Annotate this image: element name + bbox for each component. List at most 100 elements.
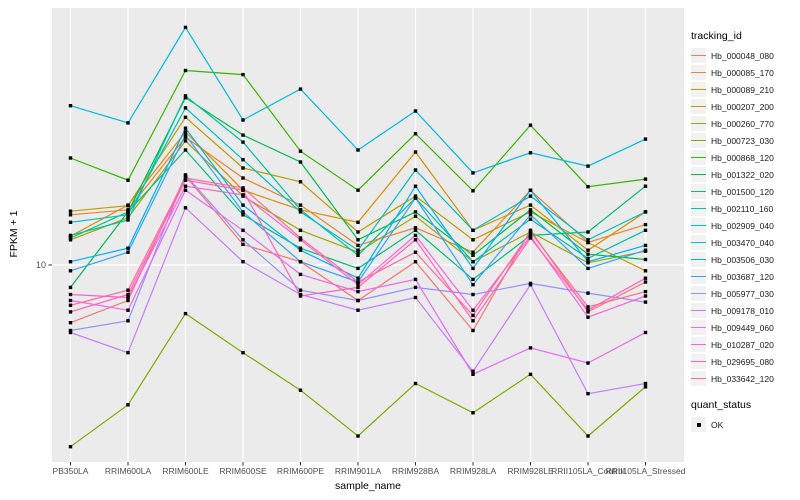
data-point-marker bbox=[356, 434, 360, 438]
data-point-marker bbox=[413, 238, 418, 242]
data-point-marker bbox=[413, 381, 418, 386]
data-point-marker bbox=[528, 151, 533, 155]
legend-item-label: Hb_001500_120 bbox=[711, 186, 774, 197]
legend-key-line-icon bbox=[691, 133, 706, 148]
data-point-marker bbox=[586, 164, 590, 168]
data-point-marker bbox=[643, 210, 648, 214]
data-point-marker bbox=[528, 208, 533, 212]
legend-item: Hb_003506_030 bbox=[691, 251, 799, 268]
data-point-marker bbox=[298, 160, 303, 164]
data-point-marker bbox=[471, 266, 475, 271]
data-point-marker bbox=[643, 381, 648, 386]
legend-item: Hb_010287_020 bbox=[691, 336, 799, 353]
data-point-marker bbox=[126, 246, 130, 250]
data-point-marker bbox=[586, 308, 590, 312]
data-point-marker bbox=[68, 445, 73, 449]
data-point-marker bbox=[183, 133, 188, 137]
data-point-marker bbox=[298, 248, 303, 252]
data-point-marker bbox=[126, 218, 130, 222]
data-point-marker bbox=[183, 148, 188, 152]
data-point-marker bbox=[528, 230, 533, 234]
legend-key-line-icon bbox=[691, 371, 706, 386]
data-point-marker bbox=[183, 96, 188, 100]
legend-key-line-icon bbox=[691, 116, 706, 131]
data-point-marker bbox=[126, 204, 130, 208]
legend-item-label: Hb_001322_020 bbox=[711, 169, 774, 180]
data-point-marker bbox=[241, 176, 245, 180]
legend-item: Hb_029695_080 bbox=[691, 353, 799, 370]
data-point-marker bbox=[241, 166, 245, 170]
data-point-marker bbox=[643, 300, 648, 304]
x-tick-label-RRIM901LA: RRIM901LA bbox=[334, 466, 382, 476]
data-point-marker bbox=[126, 319, 130, 323]
data-point-marker bbox=[241, 193, 245, 197]
data-point-marker bbox=[528, 210, 533, 214]
data-point-marker bbox=[356, 220, 360, 224]
data-point-marker bbox=[126, 308, 130, 312]
data-point-marker bbox=[68, 321, 73, 325]
x-tick-label-PB350LA: PB350LA bbox=[52, 466, 89, 476]
data-point-marker bbox=[643, 294, 648, 298]
data-point-marker bbox=[413, 228, 418, 232]
data-point-marker bbox=[183, 184, 188, 188]
data-point-marker bbox=[356, 276, 360, 280]
x-tick-label-RRII105LA_Stressed: RRII105LA_Stressed bbox=[605, 466, 686, 476]
data-point-marker bbox=[471, 238, 475, 242]
legend-item: Hb_002909_040 bbox=[691, 217, 799, 234]
data-point-marker bbox=[586, 256, 590, 261]
data-point-marker bbox=[126, 288, 130, 292]
quant-item-label: OK bbox=[711, 419, 724, 430]
legend: tracking_id Hb_000048_080 Hb_000085_170 Hb… bbox=[691, 30, 799, 433]
legend-item-label: Hb_000868_120 bbox=[711, 152, 774, 163]
data-point-marker bbox=[586, 260, 590, 264]
data-point-marker bbox=[413, 260, 418, 264]
y-axis-title: FPKM + 1 bbox=[8, 210, 20, 258]
data-point-marker bbox=[68, 238, 73, 242]
data-point-marker bbox=[643, 137, 648, 141]
data-point-marker bbox=[528, 234, 533, 238]
data-point-marker bbox=[586, 230, 590, 234]
legend-item-label: Hb_002110_160 bbox=[711, 203, 774, 214]
data-point-marker bbox=[413, 109, 418, 113]
legend-item-label: Hb_009178_010 bbox=[711, 305, 774, 316]
quant-key-square-icon bbox=[691, 417, 706, 432]
data-point-marker bbox=[126, 208, 130, 212]
legend-title: tracking_id bbox=[691, 30, 742, 42]
data-point-marker bbox=[68, 260, 73, 264]
data-point-marker bbox=[643, 330, 648, 335]
legend-key-line-icon bbox=[691, 235, 706, 250]
data-point-marker bbox=[528, 372, 533, 376]
legend-key-line-icon bbox=[691, 218, 706, 233]
data-point-marker bbox=[298, 87, 303, 91]
legend-key-line-icon bbox=[691, 65, 706, 80]
data-point-marker bbox=[356, 280, 360, 284]
data-point-marker bbox=[68, 303, 73, 307]
data-point-marker bbox=[183, 173, 188, 177]
data-point-marker bbox=[356, 283, 360, 287]
data-point-marker bbox=[298, 208, 303, 212]
data-point-marker bbox=[298, 210, 303, 214]
data-point-marker bbox=[241, 133, 245, 137]
data-point-marker bbox=[298, 228, 303, 232]
data-point-marker bbox=[586, 310, 590, 314]
data-point-marker bbox=[126, 295, 130, 300]
data-point-marker bbox=[471, 308, 475, 312]
data-point-marker bbox=[643, 243, 648, 248]
data-point-marker bbox=[183, 94, 188, 98]
legend-key-line-icon bbox=[691, 320, 706, 335]
data-point-marker bbox=[241, 242, 245, 247]
legend-key-line-icon bbox=[691, 286, 706, 301]
data-point-marker bbox=[471, 253, 475, 257]
data-point-marker bbox=[643, 228, 648, 232]
data-point-marker bbox=[586, 185, 590, 189]
data-point-marker bbox=[471, 292, 475, 297]
data-point-marker bbox=[586, 266, 590, 271]
x-tick-label-RRIM600LA: RRIM600LA bbox=[104, 466, 152, 476]
data-point-marker bbox=[126, 403, 130, 407]
legend-key-line-icon bbox=[691, 354, 706, 369]
data-point-marker bbox=[126, 298, 130, 303]
legend-item: Hb_000260_770 bbox=[691, 115, 799, 132]
data-point-marker bbox=[183, 126, 188, 130]
data-point-marker bbox=[413, 150, 418, 154]
